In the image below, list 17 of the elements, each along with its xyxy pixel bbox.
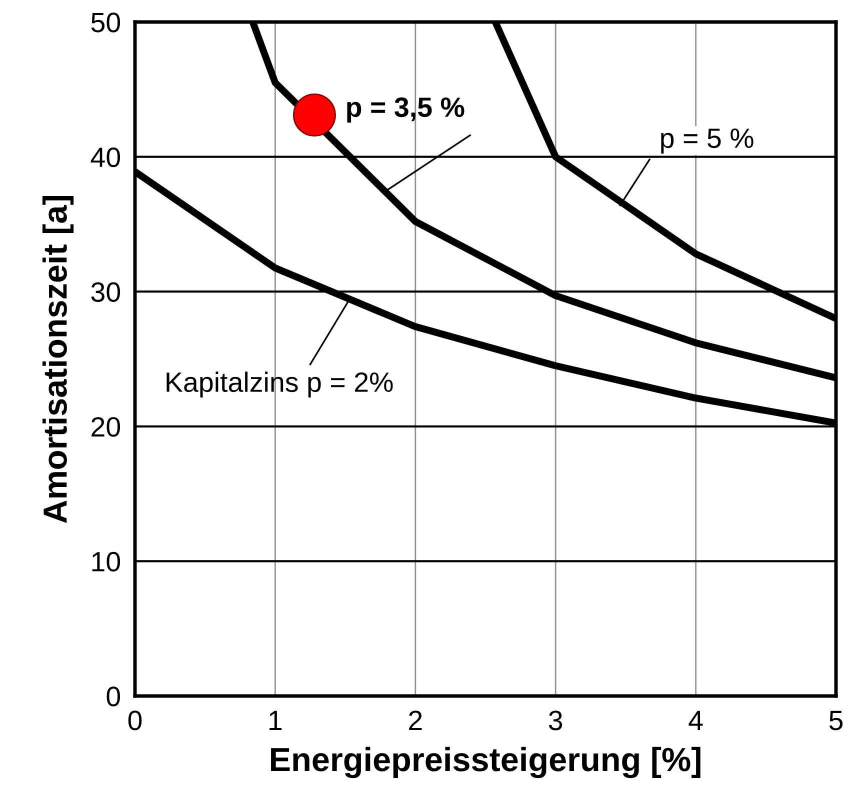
x-tick-label: 1 [270,710,282,730]
y-tick-label: 10 [92,552,120,572]
x-axis-title: Energiepreissteigerung [%] [271,746,700,778]
x-tick-label: 4 [688,710,703,730]
y-tick-label: 40 [90,147,120,168]
annotation: p = 5 % [661,128,754,154]
y-tick-label: 0 [106,686,120,706]
y-tick-label: 50 [91,12,120,32]
annotation: Kapitalzins p = 2% [166,372,393,398]
x-tick-label: 5 [829,710,843,730]
y-tick-label: 30 [91,282,120,302]
y-axis-title: Amortisationszeit [a] [42,196,74,523]
annotation: p = 3,5 % [347,97,464,123]
y-tick-label: 20 [92,417,120,437]
x-tick-label: 2 [409,710,422,730]
x-tick-label: 0 [128,710,142,730]
x-tick-label: 3 [548,710,562,730]
